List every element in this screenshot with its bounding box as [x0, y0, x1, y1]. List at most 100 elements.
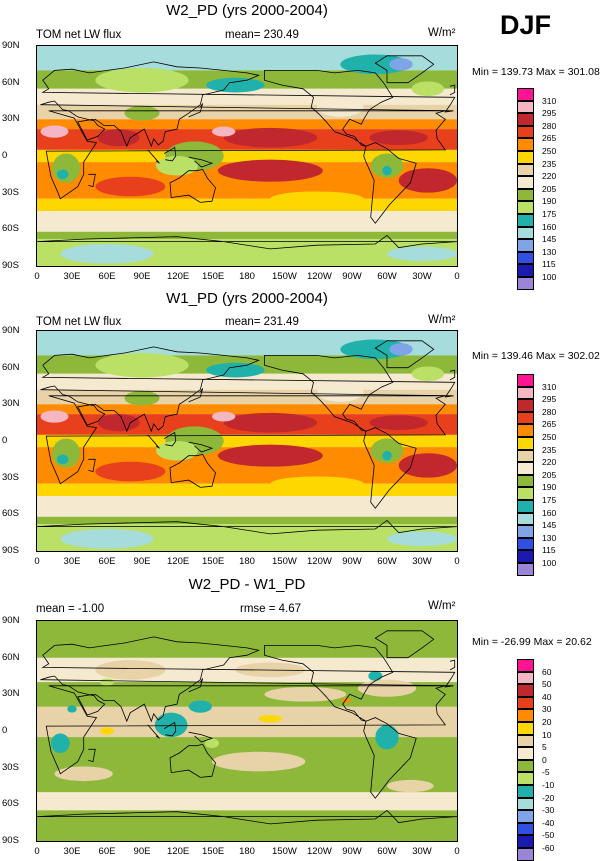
- panel-2-colorbar-color: [517, 512, 534, 526]
- lon-tick-label: 150E: [202, 556, 225, 567]
- lat-tick-label: 90N: [2, 325, 20, 336]
- panel-2-minmax: Min = 139.46 Max = 302.02: [472, 350, 600, 362]
- panel-2-colorbar-label: 205: [542, 469, 557, 480]
- panel-3-colorbar-swatch: [517, 810, 577, 823]
- panel-2-colorbar-label: 115: [542, 545, 556, 556]
- panel-1-colorbar-label: 175: [542, 209, 557, 219]
- lon-tick-label: 180: [239, 556, 255, 567]
- panel-1-colorbar-color: [517, 100, 534, 114]
- panel-2-colorbar-label: 265: [542, 419, 557, 430]
- lat-tick-label: 30S: [2, 471, 19, 483]
- panel-1-colorbar-swatch: [517, 277, 577, 290]
- panel-3-colorbar-color: [517, 709, 534, 722]
- panel-1-colorbar-color: [517, 125, 534, 139]
- lon-tick-label: 60W: [377, 271, 397, 282]
- panel-2-colorbar-color: [517, 411, 534, 425]
- lon-tick-label: 60W: [377, 846, 397, 857]
- panel-3-colorbar-label: -40: [542, 817, 555, 828]
- panel-2-map: [36, 330, 458, 552]
- lon-tick-label: 30W: [412, 271, 432, 282]
- panel-3-colorbar-label: 20: [542, 717, 552, 727]
- panel-3-colorbar-swatch: [517, 671, 577, 685]
- panel-3-rmse-label: rmse = 4.67: [240, 603, 302, 615]
- panel-1-colorbar-label: 190: [542, 196, 557, 207]
- panel-2-colorbar-label: 160: [542, 507, 557, 518]
- panel-3-colorbar-color: [517, 671, 534, 685]
- lat-tick-label: 0: [2, 150, 8, 161]
- lon-tick-label: 90E: [133, 271, 151, 282]
- panel-1-colorbar-label: 310: [542, 95, 557, 106]
- lon-tick-label: 90E: [133, 556, 151, 567]
- panel-2-colorbar-label: 190: [542, 482, 557, 493]
- panel-2-colorbar-swatch: [517, 487, 577, 500]
- lon-tick-label: 150E: [202, 271, 225, 282]
- panel-1-colorbar-color: [517, 226, 534, 240]
- panel-1-colorbar-swatch: [517, 226, 577, 240]
- panel-3-colorbar-label: 10: [542, 729, 552, 740]
- panel-3-left-label: mean = -1.00: [36, 603, 105, 615]
- panel-1-colorbar-color: [517, 113, 534, 126]
- panel-3-colorbar-color: [517, 822, 534, 836]
- panel-1-colorbar-swatch: [517, 163, 577, 177]
- panel-1-colorbar-label: 115: [542, 259, 556, 270]
- panel-2-colorbar-swatch: [517, 525, 577, 538]
- panel-2-colorbar-label: 295: [542, 394, 557, 405]
- lon-tick-label: 0: [34, 271, 40, 282]
- panel-2-colorbar-swatch: [517, 563, 577, 576]
- lon-tick-label: 30W: [412, 556, 432, 567]
- panel-2-colorbar-color: [517, 474, 534, 488]
- panel-3-colorbar-swatch: [517, 785, 577, 798]
- panel-3-colorbar-label: 0: [542, 754, 547, 765]
- panel-2-mean-label: mean= 231.49: [225, 316, 299, 328]
- lat-tick-label: 60S: [2, 798, 19, 810]
- panel-1-colorbar-swatch: [517, 113, 577, 126]
- panel-1-colorbar-color: [517, 264, 534, 277]
- lon-tick-label: 180: [239, 271, 255, 282]
- panel-2-colorbar-color: [517, 462, 534, 475]
- panel-1-colorbar-label: 235: [542, 158, 557, 169]
- panel-3-colorbar-label: 5: [542, 742, 547, 753]
- panel-3-colorbar-swatch: [517, 684, 577, 697]
- panel-3-colorbar-swatch: [517, 835, 577, 848]
- lon-tick-label: 120W: [307, 556, 332, 567]
- panel-3-colorbar-swatch: [517, 772, 577, 785]
- panel-3-minmax: Min = -26.99 Max = 20.62: [472, 636, 592, 648]
- lat-tick-label: 90S: [2, 545, 19, 556]
- panel-3-units-label: W/m²: [428, 600, 456, 612]
- panel-3-colorbar-color: [517, 848, 534, 861]
- panel-3-colorbar-color: [517, 659, 534, 672]
- panel-2-colorbar-swatch: [517, 537, 577, 551]
- panel-3-colorbar-label: -5: [542, 767, 550, 778]
- panel-1-colorbar-swatch: [517, 100, 577, 114]
- panel-2-colorbar-color: [517, 374, 534, 387]
- panel-2-colorbar-label: 280: [542, 406, 557, 417]
- lon-tick-label: 120W: [307, 271, 332, 282]
- panel-1-colorbar-swatch: [517, 251, 577, 265]
- panel-1-colorbar-swatch: [517, 264, 577, 277]
- panel-1-mean-label: mean= 230.49: [225, 29, 299, 41]
- lat-tick-label: 30S: [2, 761, 19, 773]
- panel-3-colorbar: 60 50 40 30 20 10 5 0 -5 -10 -20 -30 -40 -50 -60: [517, 659, 587, 861]
- panel-1-colorbar-label: 130: [542, 246, 557, 257]
- lon-tick-label: 0: [454, 271, 460, 282]
- lat-tick-label: 60N: [2, 651, 20, 663]
- panel-2-colorbar-swatch: [517, 449, 577, 463]
- panel-2-colorbar-color: [517, 437, 534, 450]
- panel-2-colorbar-swatch: [517, 474, 577, 488]
- panel-2-units-label: W/m²: [428, 314, 456, 326]
- lon-tick-label: 180: [239, 846, 255, 857]
- panel-1-colorbar-swatch: [517, 239, 577, 252]
- panel-3-colorbar-color: [517, 810, 534, 823]
- lon-tick-label: 150W: [272, 271, 297, 282]
- panel-1-colorbar-label: 205: [542, 183, 557, 194]
- panel-3-colorbar-swatch: [517, 822, 577, 836]
- panel-2-colorbar-color: [517, 487, 534, 500]
- panel-2-colorbar-color: [517, 563, 534, 576]
- panel-1-colorbar-label: 100: [542, 272, 557, 282]
- panel-1-left-label: TOM net LW flux: [36, 29, 122, 41]
- coastlines: [37, 340, 457, 535]
- panel-2-colorbar-swatch: [517, 462, 577, 475]
- lat-tick-label: 30S: [2, 186, 19, 198]
- panel-2-colorbar-swatch: [517, 424, 577, 437]
- panel-1-colorbar-color: [517, 151, 534, 164]
